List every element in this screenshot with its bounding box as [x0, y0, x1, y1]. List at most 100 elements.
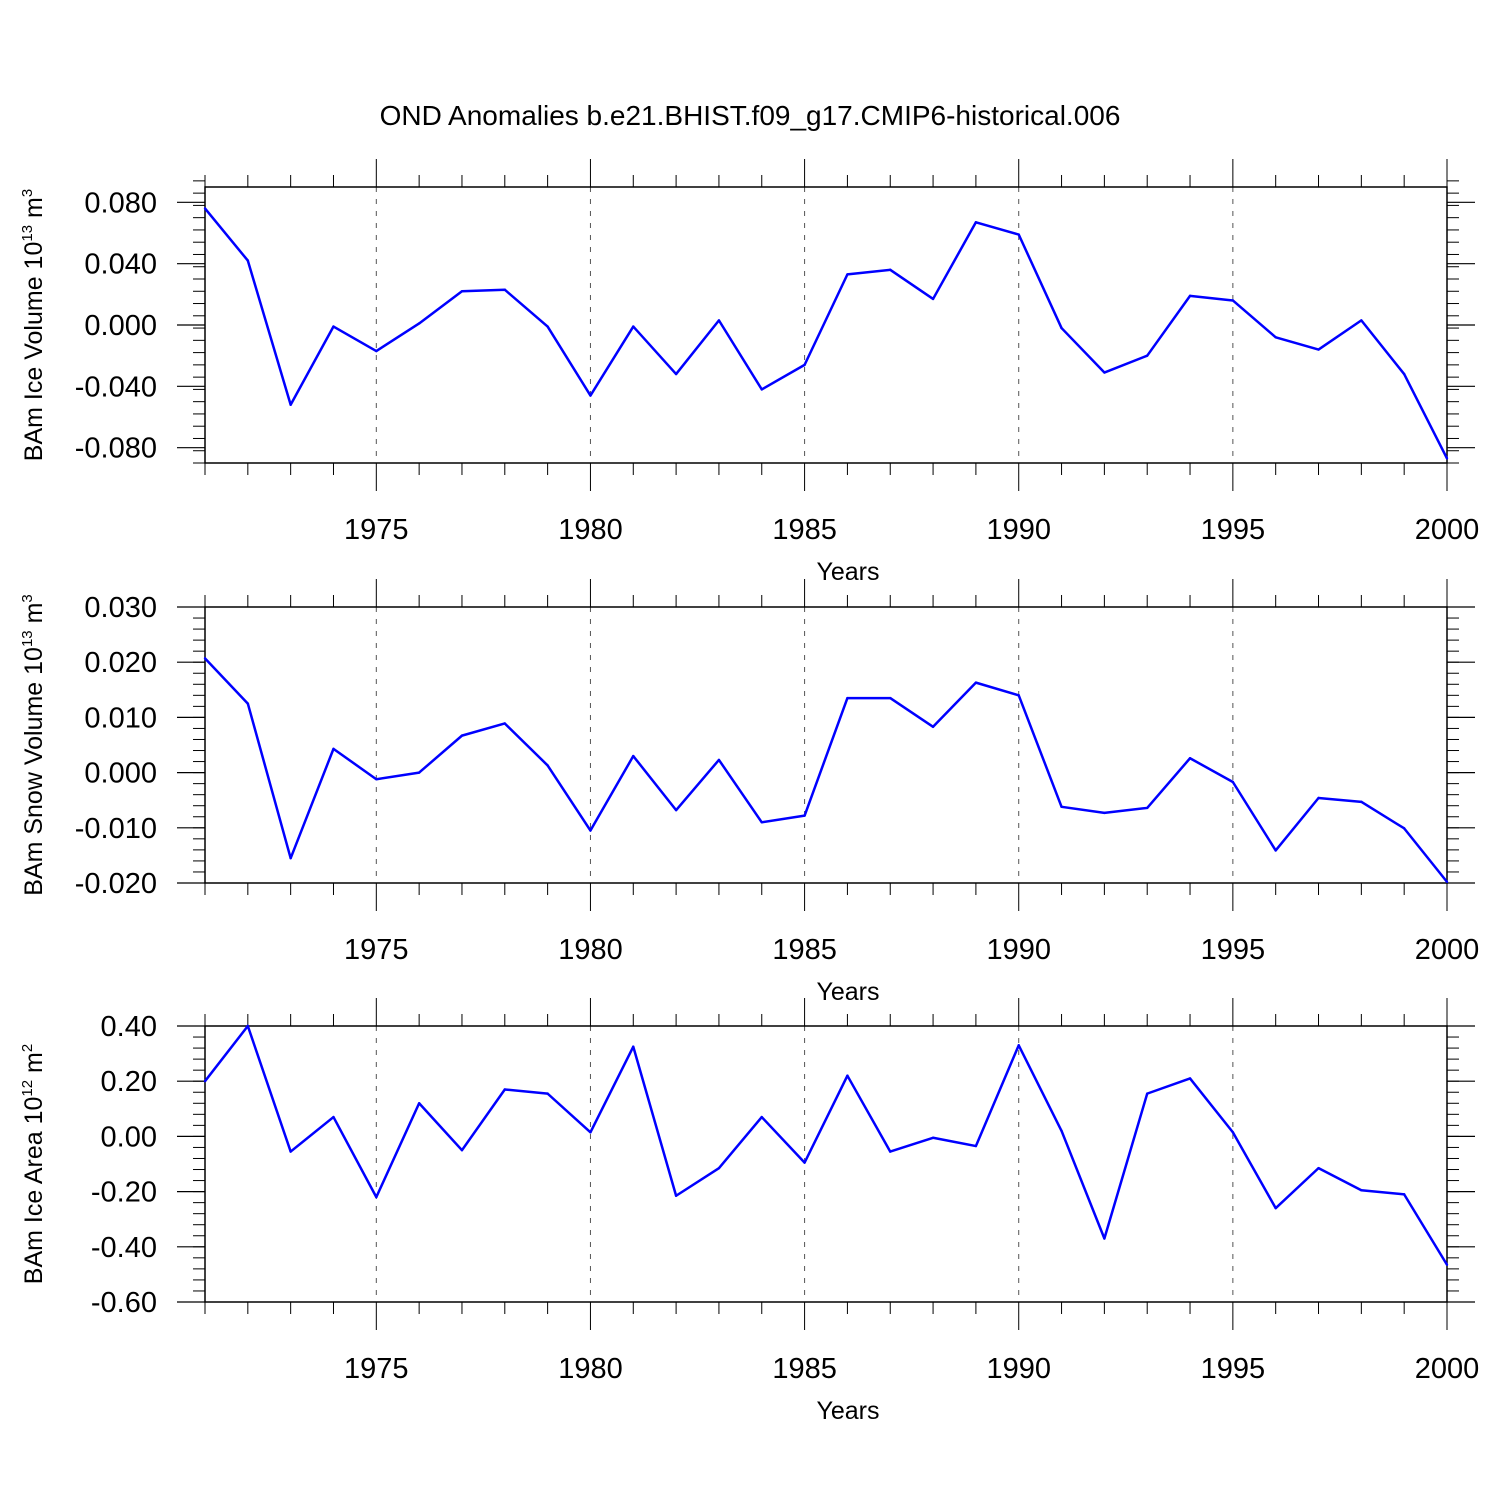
data-point: [1231, 780, 1235, 784]
data-point: [674, 1194, 678, 1197]
data-point: [375, 778, 378, 781]
data-point: [1103, 1237, 1106, 1240]
data-point: [1146, 806, 1149, 810]
x-tick-label: 2000: [1415, 514, 1480, 546]
x-tick-label: 1990: [986, 1353, 1051, 1385]
data-point: [332, 747, 335, 751]
data-point: [460, 290, 464, 293]
data-point: [1017, 233, 1020, 236]
data-point: [846, 696, 849, 700]
data-point: [889, 1150, 892, 1153]
y-tick-label: 0.080: [84, 187, 157, 219]
x-tick-label: 1995: [1201, 934, 1266, 966]
x-tick-label: 1980: [558, 1353, 623, 1385]
data-point: [931, 725, 935, 728]
plot-frame: [204, 606, 1448, 884]
x-axis-label: Years: [816, 558, 879, 586]
y-tick-label: -0.080: [75, 433, 157, 465]
y-axis-label: BAm Ice Area 1012 m2: [19, 1044, 48, 1284]
data-point: [1231, 299, 1235, 302]
data-point: [1317, 348, 1320, 351]
data-point: [503, 1088, 506, 1091]
data-point: [1188, 1077, 1192, 1080]
data-point: [931, 1136, 935, 1139]
data-point: [203, 207, 207, 210]
data-point: [1274, 1206, 1277, 1210]
data-point: [417, 322, 421, 325]
data-point: [1060, 805, 1063, 809]
data-point: [246, 702, 250, 705]
data-point: [1360, 800, 1363, 804]
data-point: [375, 1195, 378, 1199]
series-line: [204, 207, 1449, 459]
data-point: [546, 764, 549, 767]
data-point: [503, 288, 506, 291]
y-tick-label: -0.040: [75, 371, 157, 403]
y-tick-label: 0.020: [84, 647, 157, 679]
data-point: [1188, 757, 1192, 760]
data-point: [1402, 372, 1406, 376]
data-point: [332, 325, 335, 328]
figure-title: OND Anomalies b.e21.BHIST.f09_g17.CMIP6-…: [380, 100, 1121, 131]
data-point: [289, 403, 292, 406]
data-point: [760, 821, 763, 824]
data-point: [289, 856, 292, 860]
data-point: [546, 325, 549, 328]
x-axis-label: Years: [816, 1397, 879, 1425]
series-line: [204, 657, 1448, 883]
data-point: [889, 696, 892, 700]
data-point: [203, 657, 207, 660]
y-tick-label: 0.040: [84, 249, 157, 281]
data-point: [203, 1080, 207, 1083]
y-tick-label: -0.20: [91, 1177, 157, 1209]
data-point: [1445, 880, 1449, 884]
data-point: [460, 1149, 464, 1152]
data-point: [1402, 827, 1406, 830]
data-point: [632, 1045, 635, 1048]
data-point: [803, 1161, 806, 1164]
y-tick-label: 0.000: [84, 310, 157, 342]
data-point: [717, 758, 721, 762]
y-tick-label: 0.010: [84, 702, 157, 734]
y-tick-label: 0.000: [84, 758, 157, 790]
chart-panel-1: 0.080 0.040 0.000 -0.040 -0.080 1975 1980 1985 1…: [19, 159, 1479, 586]
x-tick-label: 1985: [772, 1353, 837, 1385]
data-point: [1188, 294, 1192, 298]
data-point: [1402, 1193, 1406, 1196]
data-point: [1146, 1092, 1149, 1095]
y-axis-label: BAm Snow Volume 1013 m3: [19, 594, 48, 896]
y-tick-label: 0.030: [84, 592, 157, 624]
data-point: [546, 1092, 549, 1095]
data-point: [589, 394, 592, 397]
x-tick-label: 1990: [986, 514, 1051, 546]
data-point: [974, 681, 978, 684]
y-tick-label: 0.00: [101, 1121, 157, 1153]
series-line: [204, 1024, 1449, 1266]
data-point: [417, 771, 421, 774]
data-point: [632, 325, 635, 328]
data-point: [760, 388, 763, 391]
data-point: [632, 754, 635, 758]
data-point: [1317, 1166, 1320, 1170]
x-tick-label: 1990: [986, 934, 1051, 966]
data-point: [1360, 1189, 1363, 1192]
x-tick-label: 2000: [1415, 934, 1480, 966]
y-axis-label: BAm Ice Volume 1013 m3: [19, 189, 48, 461]
data-point: [1146, 354, 1149, 357]
data-point: [1317, 796, 1320, 800]
data-point: [246, 259, 250, 262]
chart-panel-3: 0.40 0.20 0.00 -0.20 -0.40 -0.60 1975 1980 1985 1…: [19, 998, 1479, 1425]
data-point: [1274, 849, 1277, 852]
data-point: [589, 829, 592, 832]
data-point: [417, 1102, 421, 1105]
x-tick-label: 1995: [1201, 1353, 1266, 1385]
data-point: [931, 297, 935, 301]
data-point: [889, 268, 892, 271]
data-point: [1360, 319, 1363, 322]
y-tick-label: 0.20: [101, 1066, 157, 1098]
x-tick-label: 1980: [558, 514, 623, 546]
plot-frame: [204, 1025, 1448, 1303]
data-point: [1017, 1044, 1020, 1047]
data-point: [1060, 326, 1063, 330]
